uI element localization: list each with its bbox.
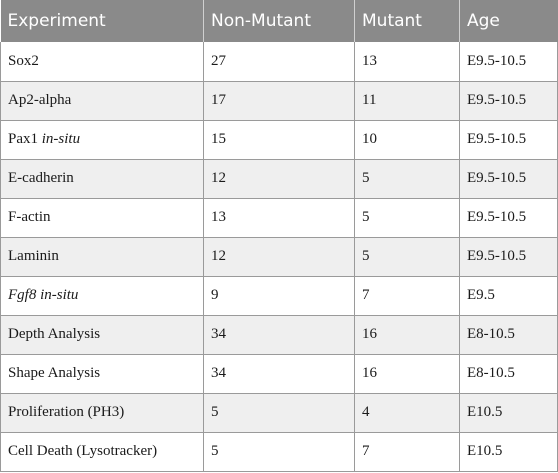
experiment-name: F-actin — [8, 209, 51, 225]
cell-experiment: F-actin — [0, 198, 204, 238]
cell-mutant: 10 — [354, 120, 460, 160]
experiment-suffix: in-situ — [40, 287, 79, 303]
cell-mutant: 16 — [354, 315, 460, 355]
header-mutant: Mutant — [354, 0, 460, 42]
cell-experiment: Laminin — [0, 237, 204, 277]
cell-experiment: Depth Analysis — [0, 315, 204, 355]
experiment-name: Laminin — [8, 248, 59, 264]
table-row: Sox2 27 13 E9.5-10.5 — [0, 42, 558, 82]
experiment-name: Cell Death (Lysotracker) — [8, 443, 158, 459]
experiment-name: Depth Analysis — [8, 326, 101, 342]
header-age: Age — [459, 0, 558, 42]
experiment-name: Fgf8 — [8, 287, 37, 303]
cell-non-mutant: 15 — [203, 120, 355, 160]
header-non-mutant: Non-Mutant — [203, 0, 355, 42]
experiment-name: Proliferation (PH3) — [8, 404, 125, 420]
cell-age: E9.5-10.5 — [459, 237, 558, 277]
cell-experiment: Proliferation (PH3) — [0, 393, 204, 433]
table-row: Cell Death (Lysotracker) 5 7 E10.5 — [0, 432, 558, 472]
table-row: F-actin 13 5 E9.5-10.5 — [0, 198, 558, 238]
cell-age: E9.5-10.5 — [459, 42, 558, 82]
cell-mutant: 5 — [354, 198, 460, 238]
experiment-name: Ap2-alpha — [8, 92, 72, 108]
table-row: Fgf8 in-situ 9 7 E9.5 — [0, 276, 558, 316]
cell-age: E9.5-10.5 — [459, 198, 558, 238]
cell-non-mutant: 17 — [203, 81, 355, 121]
table-row: Proliferation (PH3) 5 4 E10.5 — [0, 393, 558, 433]
cell-mutant: 7 — [354, 432, 460, 472]
cell-age: E9.5-10.5 — [459, 81, 558, 121]
experiment-name: Sox2 — [8, 52, 39, 69]
header-experiment: Experiment — [0, 0, 204, 42]
cell-experiment: Cell Death (Lysotracker) — [0, 432, 204, 472]
table-row: Shape Analysis 34 16 E8-10.5 — [0, 354, 558, 394]
cell-mutant: 16 — [354, 354, 460, 394]
cell-non-mutant: 5 — [203, 393, 355, 433]
cell-age: E8-10.5 — [459, 354, 558, 394]
experiment-name: E-cadherin — [8, 170, 74, 186]
cell-non-mutant: 5 — [203, 432, 355, 472]
cell-age: E9.5-10.5 — [459, 159, 558, 199]
cell-age: E8-10.5 — [459, 315, 558, 355]
experiment-name: Pax1 — [8, 131, 38, 147]
cell-non-mutant: 27 — [203, 42, 355, 82]
cell-mutant: 5 — [354, 159, 460, 199]
cell-mutant: 11 — [354, 81, 460, 121]
cell-age: E10.5 — [459, 393, 558, 433]
cell-mutant: 4 — [354, 393, 460, 433]
cell-non-mutant: 9 — [203, 276, 355, 316]
cell-experiment: Shape Analysis — [0, 354, 204, 394]
cell-age: E9.5 — [459, 276, 558, 316]
cell-non-mutant: 12 — [203, 159, 355, 199]
table-row: Laminin 12 5 E9.5-10.5 — [0, 237, 558, 277]
cell-experiment: Fgf8 in-situ — [0, 276, 204, 316]
cell-non-mutant: 34 — [203, 354, 355, 394]
cell-experiment: E-cadherin — [0, 159, 204, 199]
table-row: Depth Analysis 34 16 E8-10.5 — [0, 315, 558, 355]
cell-experiment: Sox2 — [0, 42, 204, 82]
table-header: Experiment Non-Mutant Mutant Age — [0, 0, 558, 42]
cell-mutant: 13 — [354, 42, 460, 82]
table-row: Ap2-alpha 17 11 E9.5-10.5 — [0, 81, 558, 121]
cell-non-mutant: 34 — [203, 315, 355, 355]
cell-experiment: Ap2-alpha — [0, 81, 204, 121]
cell-age: E10.5 — [459, 432, 558, 472]
cell-non-mutant: 13 — [203, 198, 355, 238]
table-row: Pax1 in-situ 15 10 E9.5-10.5 — [0, 120, 558, 160]
cell-mutant: 5 — [354, 237, 460, 277]
cell-non-mutant: 12 — [203, 237, 355, 277]
table-row: E-cadherin 12 5 E9.5-10.5 — [0, 159, 558, 199]
header-row: Experiment Non-Mutant Mutant Age — [0, 0, 558, 42]
experiment-name: Shape Analysis — [8, 365, 101, 381]
table-body: Sox2 27 13 E9.5-10.5 Ap2-alpha 17 11 E9.… — [0, 42, 558, 472]
cell-experiment: Pax1 in-situ — [0, 120, 204, 160]
cell-age: E9.5-10.5 — [459, 120, 558, 160]
experiment-suffix: in-situ — [41, 131, 81, 147]
cell-mutant: 7 — [354, 276, 460, 316]
